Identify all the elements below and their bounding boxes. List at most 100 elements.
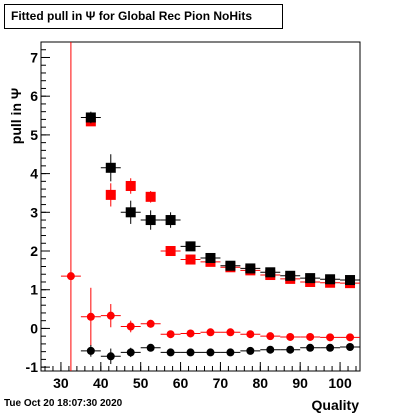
- square-marker: [165, 246, 176, 257]
- circle-data-point: [240, 330, 261, 339]
- circle-data-point: [220, 348, 241, 357]
- circle-marker: [146, 343, 155, 352]
- circle-data-point: [100, 348, 121, 365]
- square-data-point: [160, 246, 181, 257]
- square-marker: [245, 263, 256, 274]
- y-tick-label: 2: [30, 243, 38, 259]
- square-data-point: [220, 260, 241, 271]
- circle-marker: [326, 343, 335, 352]
- circle-data-point: [60, 42, 81, 371]
- circle-data-point: [160, 348, 181, 357]
- square-marker: [85, 112, 96, 123]
- square-data-point: [180, 254, 201, 265]
- circle-data-point: [260, 345, 281, 354]
- circle-marker: [226, 348, 235, 357]
- circle-marker: [286, 332, 295, 341]
- square-data-point: [320, 274, 341, 285]
- y-tick-label: 1: [30, 282, 38, 298]
- square-marker: [205, 252, 216, 263]
- square-data-point: [280, 270, 301, 281]
- square-marker: [105, 162, 116, 173]
- square-data-point: [160, 212, 181, 228]
- circle-marker: [86, 312, 95, 321]
- square-data-point: [240, 263, 261, 274]
- square-marker: [305, 273, 316, 284]
- circle-marker: [106, 352, 115, 361]
- circle-marker: [226, 328, 235, 337]
- circle-marker: [186, 348, 195, 357]
- circle-marker: [186, 329, 195, 338]
- circle-data-point: [200, 348, 221, 357]
- circle-data-point: [200, 328, 221, 337]
- circle-marker: [346, 343, 355, 352]
- circle-marker: [306, 343, 315, 352]
- circle-data-point: [280, 345, 301, 354]
- circle-marker: [146, 319, 155, 328]
- x-axis-label: Quality: [312, 397, 360, 413]
- circle-data-point: [300, 332, 321, 341]
- square-data-point: [260, 267, 281, 278]
- circle-marker: [66, 272, 75, 281]
- circle-data-point: [140, 319, 161, 328]
- timestamp: Tue Oct 20 18:07:30 2020: [4, 398, 123, 409]
- square-data-point: [100, 154, 121, 182]
- x-tick-label: 100: [328, 375, 352, 391]
- circle-marker: [266, 332, 275, 341]
- plot-frame: [40, 41, 361, 372]
- circle-data-point: [320, 333, 341, 342]
- x-tick-label: 50: [133, 375, 149, 391]
- x-tick-label: 70: [213, 375, 229, 391]
- circle-marker: [206, 348, 215, 357]
- x-tick-label: 90: [292, 375, 308, 391]
- y-tick-label: 0: [30, 320, 38, 336]
- square-marker: [125, 207, 136, 218]
- x-tick-label: 40: [93, 375, 109, 391]
- circle-data-point: [260, 332, 281, 341]
- chart-title: Fitted pull in Ψ for Global Rec Pion NoH…: [4, 4, 283, 29]
- square-marker: [325, 274, 336, 285]
- circle-marker: [246, 330, 255, 339]
- square-data-point: [120, 200, 141, 224]
- circle-marker: [266, 345, 275, 354]
- circle-data-point: [140, 343, 161, 352]
- square-marker: [225, 260, 236, 271]
- y-tick-label: 7: [30, 49, 38, 65]
- circle-marker: [166, 348, 175, 357]
- square-marker: [285, 270, 296, 281]
- circle-marker: [286, 345, 295, 354]
- square-marker: [345, 275, 356, 286]
- x-tick-label: 60: [173, 375, 189, 391]
- square-marker: [185, 241, 196, 252]
- circle-data-point: [100, 304, 121, 328]
- square-data-point: [340, 275, 360, 286]
- circle-marker: [126, 322, 135, 331]
- circle-data-point: [300, 343, 321, 352]
- circle-marker: [206, 328, 215, 337]
- circle-data-point: [340, 333, 360, 342]
- y-tick-label: 6: [30, 88, 38, 104]
- circle-data-point: [320, 343, 341, 352]
- circle-data-point: [120, 320, 141, 333]
- square-marker: [105, 189, 116, 200]
- square-data-point: [80, 111, 101, 124]
- circle-data-point: [280, 332, 301, 341]
- circle-data-point: [180, 329, 201, 338]
- square-data-point: [105, 183, 116, 207]
- circle-data-point: [340, 343, 360, 352]
- y-tick-label: -1: [26, 359, 39, 375]
- circle-data-point: [120, 347, 141, 358]
- square-data-point: [140, 210, 161, 230]
- circle-data-point: [160, 330, 181, 339]
- y-tick-label: 4: [30, 166, 38, 182]
- y-tick-label: 5: [30, 127, 38, 143]
- y-axis-label: pull in Ψ: [8, 88, 24, 144]
- circle-marker: [86, 346, 95, 355]
- circle-marker: [326, 333, 335, 342]
- circle-data-point: [80, 345, 101, 357]
- square-data-point: [300, 273, 321, 284]
- circle-data-point: [80, 287, 101, 346]
- x-tick-label: 30: [53, 375, 69, 391]
- circle-data-point: [240, 346, 261, 355]
- x-tick-label: 80: [253, 375, 269, 391]
